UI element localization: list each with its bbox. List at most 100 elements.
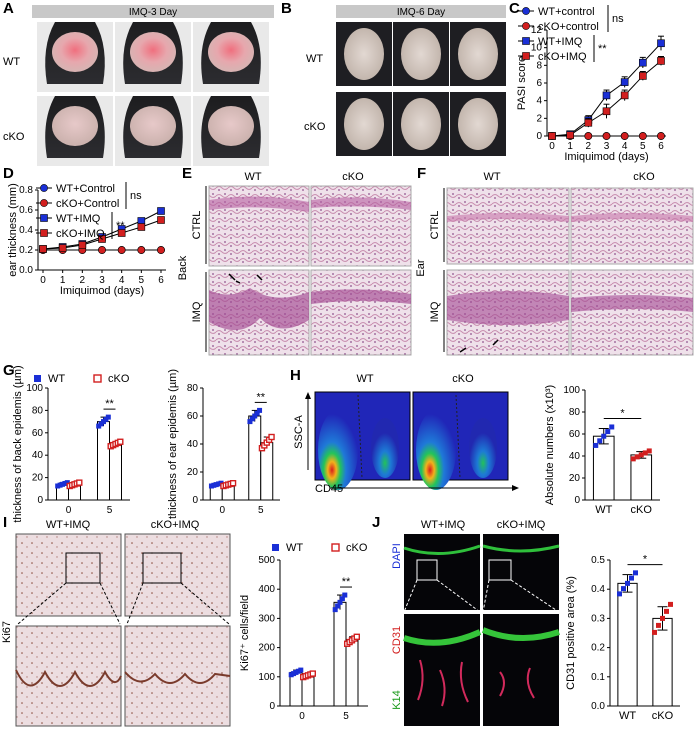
chart-J-ytick-label-0: 0.0 xyxy=(591,701,605,712)
flow-wt-population-2 xyxy=(371,418,399,478)
mouse-shaved-skin-wt-0 xyxy=(52,32,98,72)
chart-G2-annotation: ** xyxy=(256,391,265,403)
chart-C-annotation-sig: ** xyxy=(598,43,607,55)
panel-j-stain-cd31: CD31 xyxy=(391,626,403,654)
chart-I-bar-0-1 xyxy=(333,601,347,707)
chart-D-point-2-6 xyxy=(157,207,165,215)
panel-b-letter: B xyxy=(281,0,292,17)
chart-G1-legend-marker-1 xyxy=(93,374,102,383)
chart-I-dot-0-1-4 xyxy=(342,592,348,598)
chart-H-ylabel: Absolute numbers (x10³) xyxy=(544,385,556,505)
panel-b-mouse-photos xyxy=(336,22,506,156)
if-cko-inset-box xyxy=(488,559,512,581)
chart-C-legend-marker-1 xyxy=(522,22,530,30)
panel-h-col-cko: cKO xyxy=(452,373,474,385)
chart-h-absolute-numbers: 0 20 40 60 80 100 Absolute numbers (x10³) WT cKO… xyxy=(544,385,660,516)
chart-D-legend-marker-1 xyxy=(40,199,48,207)
chart-G1-legend-label-1: cKO xyxy=(108,373,130,385)
mouse-shaved-skin-cko-0 xyxy=(52,106,98,146)
chart-G2-dot-1-0-4 xyxy=(229,480,237,487)
chart-C-xtick-label-6: 6 xyxy=(658,141,664,152)
he-ear-cko-imq xyxy=(570,269,694,356)
chart-G2-ytick-label-2: 40 xyxy=(187,439,199,450)
chart-C-legend-label-2: WT+IMQ xyxy=(538,36,583,48)
chart-G1-dot-1-0-4 xyxy=(76,479,83,486)
chart-D-annotation-ns: ns xyxy=(130,190,142,202)
chart-I-dot-0-0-4 xyxy=(298,667,304,673)
chart-G1-ytick-label-1: 20 xyxy=(32,473,44,484)
chart-H-ytick-label-2: 40 xyxy=(569,451,581,462)
chart-C-legend-marker-3 xyxy=(522,52,530,60)
panel-e-row-imq: IMQ xyxy=(191,301,203,322)
chart-J-category-1: cKO xyxy=(652,710,674,722)
chart-D-xtick-label-3: 3 xyxy=(99,275,105,286)
chart-G1-dot-0-0-4 xyxy=(64,480,70,486)
chart-C-point-3-0 xyxy=(548,132,556,140)
chart-I-legend-label-0: WT xyxy=(286,542,303,554)
chart-J-dot-0-1 xyxy=(621,586,626,592)
chart-J-bar-0 xyxy=(617,582,638,707)
chart-C-point-3-3 xyxy=(602,107,611,116)
chart-G2-dot-0-1-4 xyxy=(257,407,263,413)
chart-G2-category-0: 0 xyxy=(219,505,225,516)
flow-cko-population-1 xyxy=(416,410,456,490)
chart-J-dot-0-2 xyxy=(625,580,630,586)
ihc-cko-low xyxy=(124,533,231,617)
mouse-shaved-skin-b-wt-2 xyxy=(458,28,498,80)
panel-g-letter: G xyxy=(3,362,15,379)
chart-D-point-1-5 xyxy=(137,246,146,254)
chart-J-annotation: * xyxy=(643,554,648,566)
chart-D-point-1-6 xyxy=(157,246,165,254)
chart-D-legend-label-1: cKO+Control xyxy=(56,198,119,210)
chart-C-ytick-label-3: 6 xyxy=(536,78,542,89)
mouse-shaved-skin-b-wt-0 xyxy=(344,28,384,80)
if-wt-inset-box xyxy=(416,559,438,581)
panel-j-fluorescence xyxy=(403,534,560,726)
chart-C-point-2-6 xyxy=(657,39,665,48)
chart-C-point-1-6 xyxy=(657,132,665,140)
chart-D-xtick-label-5: 5 xyxy=(139,275,145,286)
chart-C-point-3-5 xyxy=(639,72,647,80)
chart-H-category-0: WT xyxy=(595,504,612,516)
chart-H-ytick-label-1: 20 xyxy=(569,473,581,484)
chart-C-ytick-label-5: 10 xyxy=(531,43,543,54)
chart-D-ytick-label-3: 0.6 xyxy=(19,205,33,216)
panel-b-title-bar xyxy=(336,5,506,18)
panel-h-letter: H xyxy=(290,367,301,384)
chart-G1-annotation: ** xyxy=(105,398,114,410)
chart-I-legend-marker-1 xyxy=(331,543,340,552)
panel-b-title: IMQ-6 Day xyxy=(397,7,445,18)
chart-G2-dot-0-1-0 xyxy=(247,419,253,425)
ihc-wt-inset-box xyxy=(65,552,101,584)
chart-C-point-3-1 xyxy=(566,131,574,139)
chart-D-legend-label-2: WT+IMQ xyxy=(56,213,101,225)
panel-e-letter: E xyxy=(182,165,192,182)
chart-G1-ylabel: thickness of back epidemis (µm) xyxy=(12,365,24,522)
chart-i-ki67: 0 100 200 300 400 500 Ki67⁺ cells/field 0 5 ** WT c… xyxy=(239,542,368,722)
chart-D-xlabel: Imiquimod (days) xyxy=(60,285,144,297)
panel-f-letter: F xyxy=(417,165,426,182)
mouse-shaved-skin-wt-1 xyxy=(130,32,176,72)
panel-h-yaxis: SSC-A xyxy=(293,415,305,449)
chart-G2-ytick-label-4: 80 xyxy=(187,383,199,394)
chart-J-dot-1-3 xyxy=(664,608,669,614)
panel-f-row-ctrl: CTRL xyxy=(429,211,441,240)
chart-G2-dot-0-1-3 xyxy=(254,410,260,416)
chart-H-dot-0-3 xyxy=(605,429,611,435)
panel-i-col-wt: WT+IMQ xyxy=(46,519,91,531)
chart-H-ytick-label-5: 100 xyxy=(563,385,580,396)
chart-D-point-1-4 xyxy=(117,246,126,254)
mouse-shaved-skin-cko-1 xyxy=(130,106,176,146)
chart-C-point-1-2 xyxy=(584,132,593,140)
panel-a-row-cko: cKO xyxy=(3,131,25,143)
chart-H-bar-1 xyxy=(630,454,653,501)
panel-f-side-ear: Ear xyxy=(415,259,427,276)
chart-H-dot-1-2 xyxy=(638,452,644,458)
mouse-shaved-skin-b-cko-0 xyxy=(344,98,384,150)
chart-H-dot-0-2 xyxy=(601,433,607,439)
panel-a-row-wt: WT xyxy=(3,56,20,68)
chart-I-ytick-label-1: 100 xyxy=(258,672,275,683)
chart-C-ytick-label-2: 4 xyxy=(536,96,542,107)
